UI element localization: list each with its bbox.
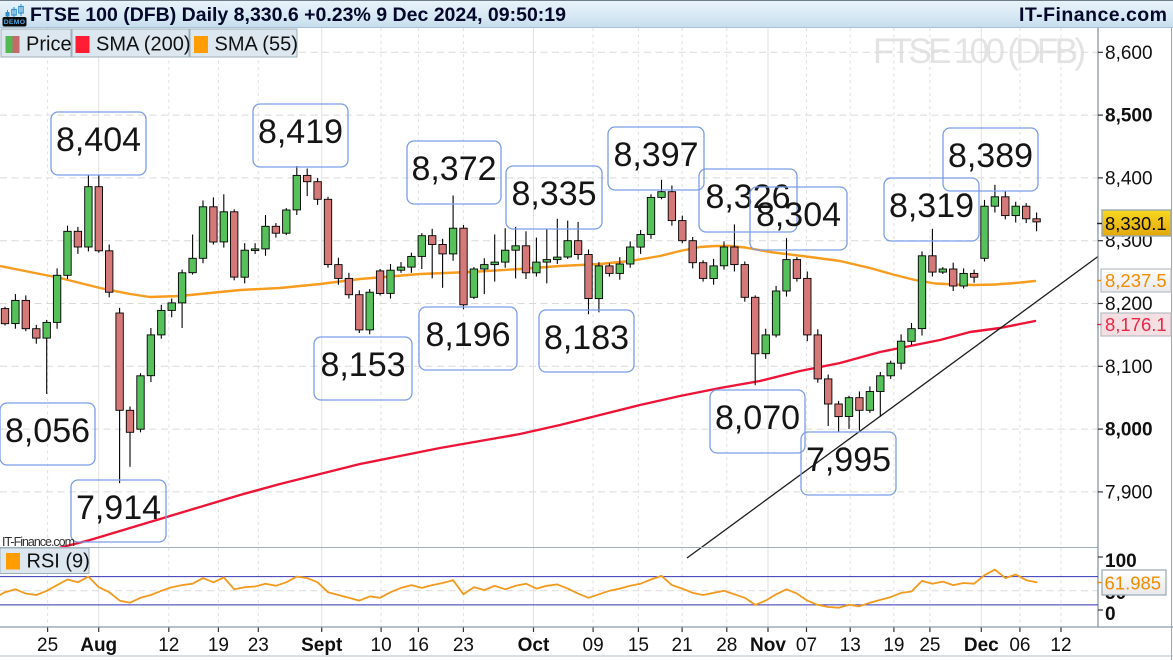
svg-text:8,100: 8,100: [1105, 357, 1153, 378]
svg-text:DEMO: DEMO: [4, 19, 26, 26]
svg-text:8,056: 8,056: [5, 412, 90, 450]
svg-text:Dec: Dec: [964, 635, 999, 656]
svg-text:IT-Finance.com: IT-Finance.com: [1019, 4, 1167, 26]
svg-text:8,176.1: 8,176.1: [1105, 314, 1167, 335]
svg-text:07: 07: [796, 635, 817, 656]
svg-text:25: 25: [37, 635, 58, 656]
svg-text:8,070: 8,070: [715, 399, 800, 437]
svg-text:09: 09: [583, 635, 604, 656]
svg-text:FTSE 100 (DFB) Daily 8,330.6 +: FTSE 100 (DFB) Daily 8,330.6 +0.23% 9 De…: [30, 4, 566, 26]
svg-text:8,196: 8,196: [425, 316, 510, 354]
svg-text:8,319: 8,319: [889, 187, 974, 225]
svg-text:8,404: 8,404: [56, 121, 141, 159]
svg-text:8,400: 8,400: [1105, 168, 1153, 189]
svg-text:Aug: Aug: [80, 635, 117, 656]
svg-text:Oct: Oct: [518, 635, 550, 656]
svg-text:15: 15: [628, 635, 649, 656]
svg-text:8,153: 8,153: [320, 346, 405, 384]
svg-text:8,183: 8,183: [544, 319, 629, 357]
svg-text:13: 13: [840, 635, 861, 656]
svg-text:FTSE 100 (DFB): FTSE 100 (DFB): [873, 32, 1086, 71]
svg-text:21: 21: [672, 635, 693, 656]
svg-text:12: 12: [1050, 635, 1071, 656]
svg-text:8,326: 8,326: [705, 178, 790, 216]
svg-text:IT-Finance.com: IT-Finance.com: [2, 535, 75, 549]
svg-text:Price: Price: [26, 34, 72, 56]
svg-text:61.985: 61.985: [1105, 573, 1162, 594]
svg-text:8,397: 8,397: [613, 136, 698, 174]
svg-text:0: 0: [1105, 604, 1116, 625]
svg-text:25: 25: [919, 635, 940, 656]
svg-text:RSI (9): RSI (9): [27, 551, 90, 573]
svg-text:06: 06: [1009, 635, 1030, 656]
svg-text:8,500: 8,500: [1105, 106, 1153, 127]
svg-text:28: 28: [716, 635, 737, 656]
svg-text:Sept: Sept: [301, 635, 343, 656]
svg-text:7,995: 7,995: [806, 441, 891, 479]
svg-text:19: 19: [883, 635, 904, 656]
svg-text:23: 23: [248, 635, 269, 656]
svg-text:23: 23: [453, 635, 474, 656]
svg-text:8,237.5: 8,237.5: [1105, 270, 1167, 291]
svg-text:8,372: 8,372: [411, 150, 496, 188]
svg-text:19: 19: [208, 635, 229, 656]
svg-text:10: 10: [371, 635, 392, 656]
svg-text:8,200: 8,200: [1105, 294, 1153, 315]
svg-text:8,330.1: 8,330.1: [1105, 213, 1167, 234]
svg-text:SMA (55): SMA (55): [215, 34, 298, 56]
svg-text:8,600: 8,600: [1105, 43, 1153, 64]
svg-text:8,304: 8,304: [756, 196, 841, 234]
svg-text:Nov: Nov: [750, 635, 786, 656]
svg-text:SMA (200): SMA (200): [96, 34, 190, 56]
svg-text:7,914: 7,914: [76, 489, 161, 527]
svg-text:8,000: 8,000: [1105, 420, 1153, 441]
svg-text:8,389: 8,389: [948, 137, 1033, 175]
svg-text:8,335: 8,335: [511, 175, 596, 213]
svg-text:12: 12: [158, 635, 179, 656]
svg-text:100: 100: [1105, 551, 1137, 572]
svg-text:16: 16: [408, 635, 429, 656]
svg-text:8,419: 8,419: [258, 113, 343, 151]
svg-text:7,900: 7,900: [1105, 482, 1153, 503]
